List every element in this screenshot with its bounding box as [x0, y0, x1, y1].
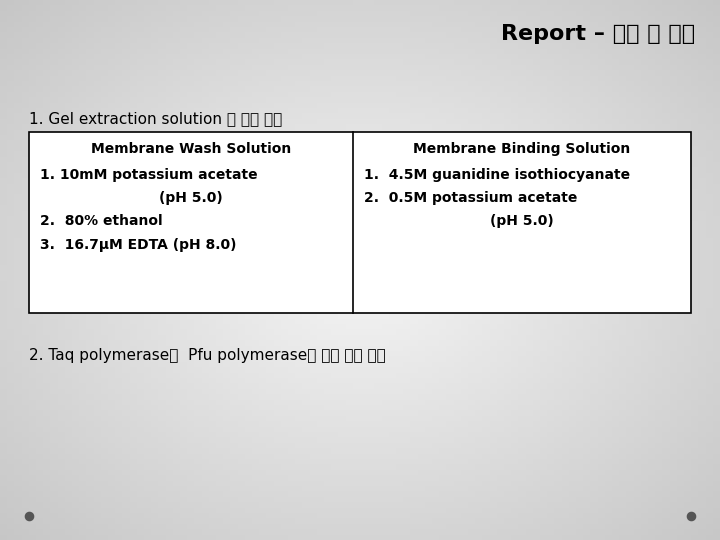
Text: Membrane Binding Solution: Membrane Binding Solution — [413, 142, 631, 156]
Text: 1. Gel extraction solution 의 원리 조사: 1. Gel extraction solution 의 원리 조사 — [29, 111, 282, 126]
Text: Report – 결과 및 고찰: Report – 결과 및 고찰 — [500, 24, 695, 44]
Point — [685, 511, 697, 520]
FancyBboxPatch shape — [29, 132, 691, 313]
Text: 2.  80% ethanol: 2. 80% ethanol — [40, 214, 162, 228]
Text: 1.  4.5M guanidine isothiocyanate: 1. 4.5M guanidine isothiocyanate — [364, 168, 630, 182]
Text: (pH 5.0): (pH 5.0) — [159, 191, 222, 205]
Text: (pH 5.0): (pH 5.0) — [490, 214, 554, 228]
Text: 3.  16.7μM EDTA (pH 8.0): 3. 16.7μM EDTA (pH 8.0) — [40, 238, 236, 252]
Text: Membrane Wash Solution: Membrane Wash Solution — [91, 142, 291, 156]
Text: 1. 10mM potassium acetate: 1. 10mM potassium acetate — [40, 168, 257, 182]
Text: 2.  0.5M potassium acetate: 2. 0.5M potassium acetate — [364, 191, 577, 205]
Point — [23, 511, 35, 520]
Text: 2. Taq polymerase와  Pfu polymerase에 대해 비교 조사: 2. Taq polymerase와 Pfu polymerase에 대해 비교… — [29, 348, 385, 363]
